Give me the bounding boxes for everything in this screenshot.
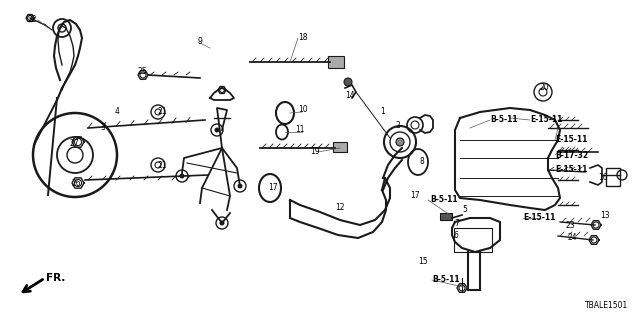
Text: E-15-11: E-15-11 (555, 135, 588, 145)
Text: 12: 12 (335, 204, 344, 212)
Text: 9: 9 (198, 37, 203, 46)
Text: B-17-32: B-17-32 (555, 150, 588, 159)
Text: 3: 3 (100, 124, 105, 132)
Bar (440, 213, 452, 220)
Text: 10: 10 (298, 106, 308, 115)
Circle shape (396, 138, 404, 146)
Text: 6: 6 (454, 230, 459, 239)
Text: 11: 11 (295, 125, 305, 134)
Text: 13: 13 (600, 211, 610, 220)
Circle shape (237, 183, 243, 188)
Text: 1: 1 (380, 108, 385, 116)
Text: 22: 22 (28, 15, 38, 25)
Text: TBALE1501: TBALE1501 (585, 301, 628, 310)
Text: 4: 4 (115, 108, 120, 116)
Text: E-15-11: E-15-11 (530, 116, 563, 124)
Circle shape (214, 127, 220, 132)
Circle shape (220, 220, 225, 226)
Bar (606, 168, 620, 186)
Text: 21: 21 (157, 108, 166, 116)
Text: 23: 23 (565, 220, 575, 229)
Text: 20: 20 (540, 83, 550, 92)
Text: 27: 27 (70, 139, 79, 148)
Text: B-5-11: B-5-11 (430, 196, 458, 204)
FancyBboxPatch shape (328, 56, 344, 68)
Text: 19: 19 (310, 148, 319, 156)
Text: 25: 25 (138, 68, 148, 76)
Text: 7: 7 (454, 219, 459, 228)
Text: 8: 8 (420, 157, 425, 166)
Text: 26: 26 (72, 179, 82, 188)
Text: E-15-11: E-15-11 (555, 165, 588, 174)
Text: 15: 15 (418, 258, 428, 267)
Circle shape (344, 78, 352, 86)
Text: B-5-11: B-5-11 (490, 116, 518, 124)
Text: 2: 2 (395, 121, 400, 130)
Text: 21: 21 (157, 161, 166, 170)
Text: 14: 14 (345, 91, 355, 100)
Text: FR.: FR. (46, 273, 65, 283)
Bar (454, 228, 492, 252)
FancyBboxPatch shape (333, 142, 347, 152)
Text: 5: 5 (462, 205, 467, 214)
Text: B-5-11: B-5-11 (432, 276, 460, 284)
Text: 24: 24 (567, 234, 577, 243)
Text: 17: 17 (410, 190, 420, 199)
Text: 17: 17 (268, 183, 278, 193)
Text: E-15-11: E-15-11 (523, 213, 556, 222)
Text: 16: 16 (598, 173, 607, 182)
Circle shape (179, 173, 184, 179)
Text: 18: 18 (298, 34, 307, 43)
